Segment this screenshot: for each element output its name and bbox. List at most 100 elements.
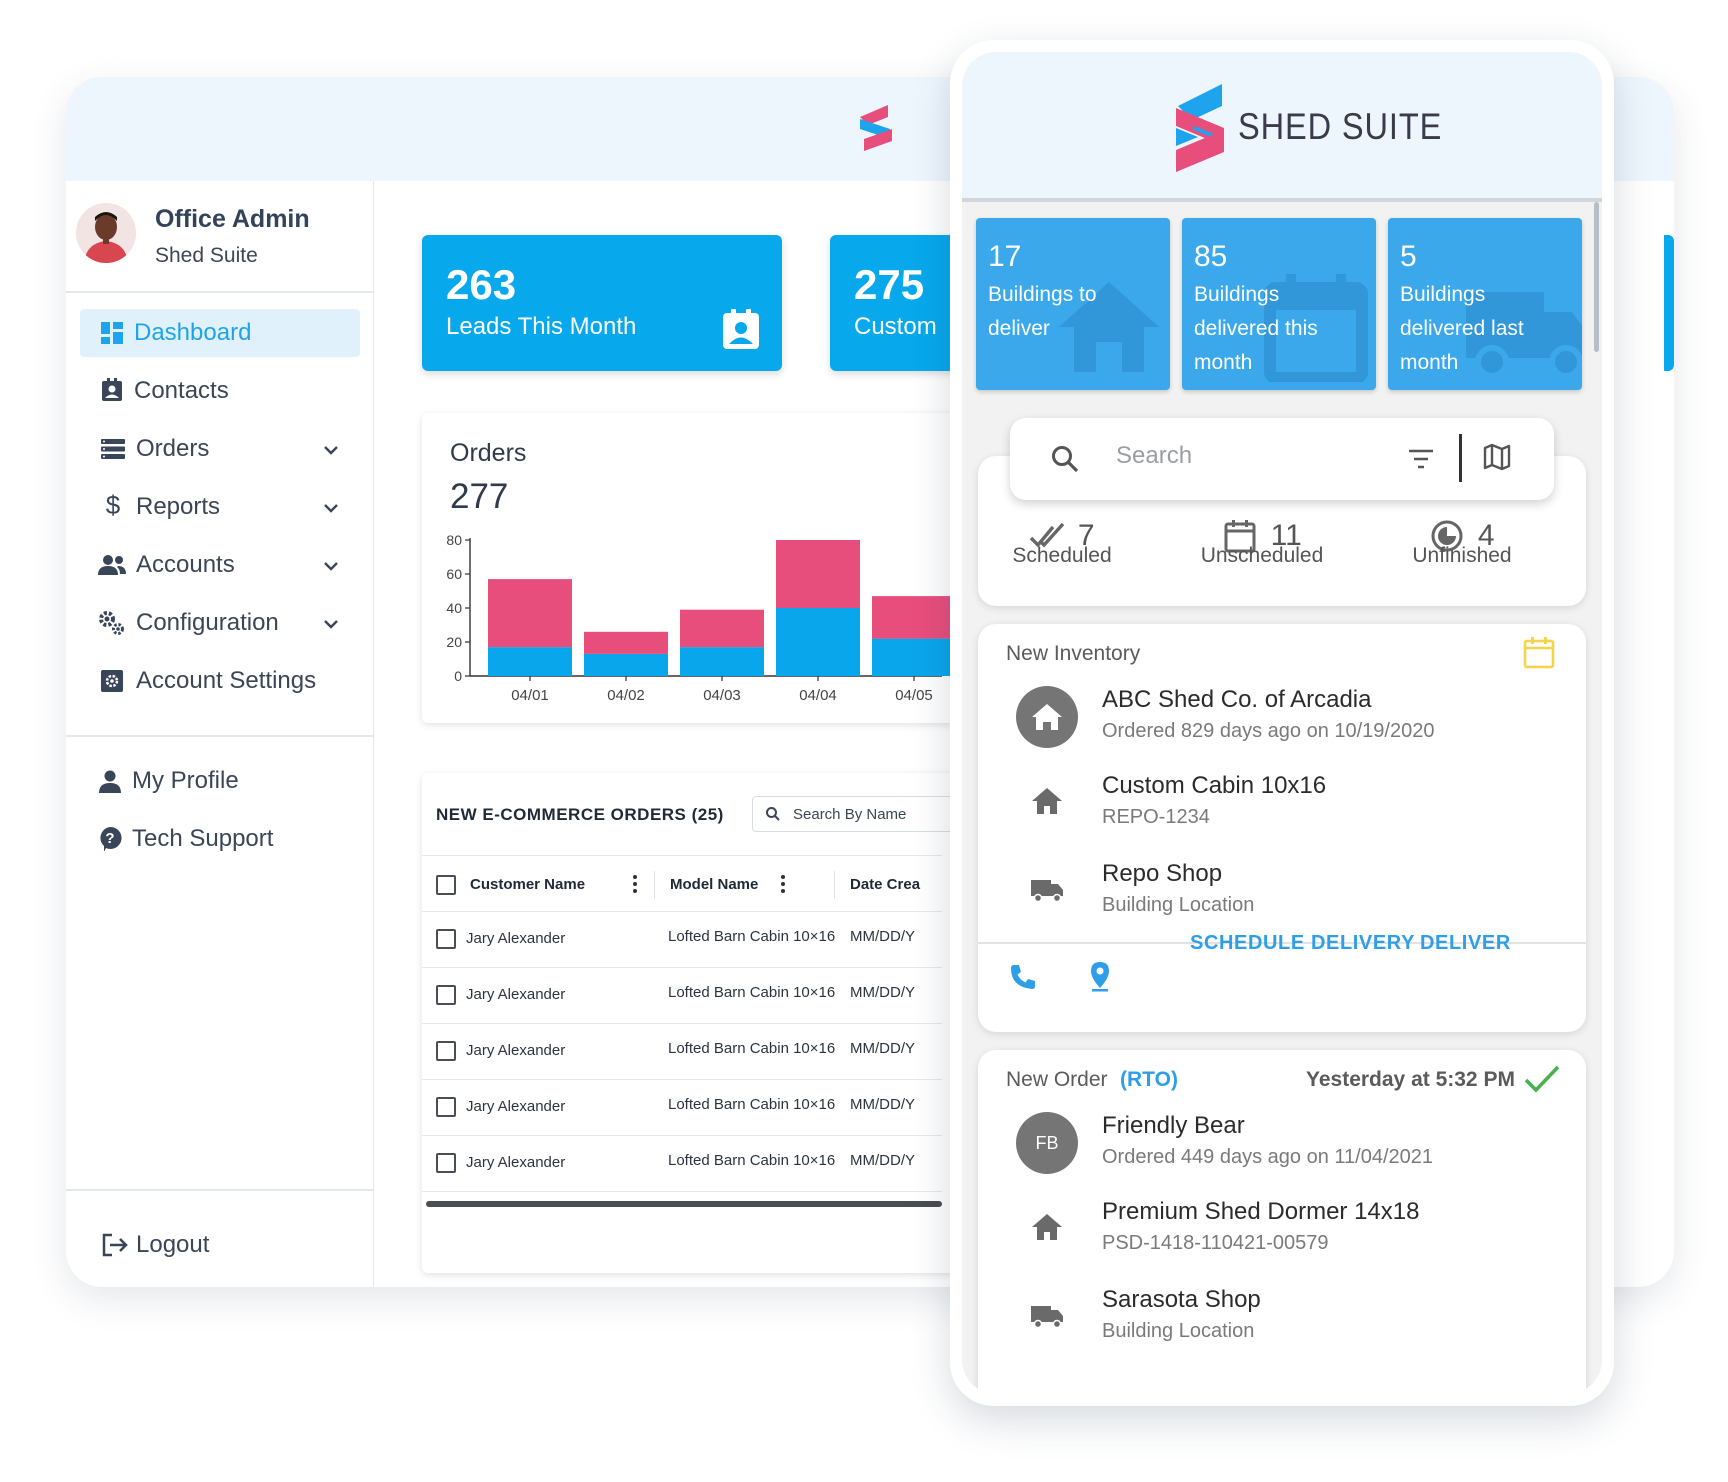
card-type: New Order: [1006, 1068, 1108, 1091]
cell-model: Lofted Barn Cabin 10×16: [668, 1040, 836, 1057]
customer-name: ABC Shed Co. of Arcadia: [1102, 686, 1372, 713]
row-checkbox[interactable]: [436, 985, 456, 1005]
sidebar-item-configuration[interactable]: Configuration: [80, 599, 360, 647]
stat-card-leads[interactable]: 263 Leads This Month: [422, 235, 782, 371]
phone-icon[interactable]: [1008, 962, 1038, 992]
sidebar-item-my-profile[interactable]: My Profile: [80, 757, 360, 805]
sidebar-item-label: Configuration: [136, 609, 279, 636]
cell-customer: Jary Alexander: [466, 1098, 566, 1115]
buildings-delivered-last-month-card[interactable]: 5 Buildings delivered last month: [1388, 218, 1582, 390]
user-block[interactable]: Office Admin Shed Suite: [66, 181, 374, 293]
map-icon[interactable]: [1482, 442, 1512, 472]
orders-title: Orders: [450, 439, 527, 467]
sidebar-item-contacts[interactable]: Contacts: [80, 367, 360, 415]
sidebar-item-tech-support[interactable]: ? Tech Support: [80, 815, 360, 863]
table-divider: [422, 1135, 942, 1136]
new-inventory-card[interactable]: New Inventory ABC Shed Co. of Arcadia Or…: [978, 624, 1586, 1032]
table-row[interactable]: Jary Alexander Lofted Barn Cabin 10×16 M…: [422, 1136, 942, 1191]
house-icon: [1032, 1214, 1062, 1240]
double-check-icon: [1030, 522, 1065, 548]
cell-customer: Jary Alexander: [466, 1042, 566, 1059]
serial-number: REPO-1234: [1102, 806, 1210, 828]
card-type: New Inventory: [1006, 642, 1141, 665]
sidebar-item-account-settings[interactable]: Account Settings: [80, 657, 360, 705]
serial-number: PSD-1418-110421-00579: [1102, 1232, 1329, 1254]
bar-segment: [680, 647, 764, 676]
card-divider: [978, 942, 1586, 944]
sidebar-item-orders[interactable]: Orders: [80, 425, 360, 473]
logout-button[interactable]: Logout: [80, 1221, 360, 1269]
progress-icon: [1431, 520, 1463, 552]
model-name: Premium Shed Dormer 14x18: [1102, 1198, 1420, 1225]
card-label: Buildings delivered this month: [1194, 283, 1318, 374]
card-label: Buildings delivered last month: [1400, 283, 1524, 374]
summary-count: 11: [1270, 519, 1302, 552]
column-date-created[interactable]: Date Crea: [850, 876, 921, 893]
table-row[interactable]: Jary Alexander Lofted Barn Cabin 10×16 M…: [422, 1024, 942, 1079]
search-icon: [766, 807, 780, 821]
row-checkbox[interactable]: [436, 1041, 456, 1061]
search-icon: [1052, 446, 1079, 473]
horizontal-scrollbar[interactable]: [426, 1201, 942, 1207]
row-checkbox[interactable]: [436, 1153, 456, 1173]
calendar-icon: [1264, 274, 1368, 382]
logout-icon: [102, 1233, 128, 1257]
truck-icon: [1466, 292, 1582, 379]
scrollbar[interactable]: [1594, 202, 1599, 352]
cell-date: MM/DD/Y: [850, 984, 915, 1001]
column-customer-name[interactable]: Customer Name: [470, 876, 586, 893]
stat-card-peek: [1664, 235, 1674, 371]
column-model-name[interactable]: Model Name: [670, 876, 759, 893]
customer-avatar: [1016, 686, 1078, 748]
location-pin-icon[interactable]: [1086, 960, 1114, 992]
filter-icon[interactable]: [1406, 444, 1436, 474]
user-name: Office Admin: [155, 205, 310, 233]
ecommerce-orders-panel: NEW E-COMMERCE ORDERS (25) Search By Nam…: [422, 773, 962, 1273]
summary-unscheduled[interactable]: 11: [1162, 518, 1362, 554]
column-menu-icon[interactable]: [632, 873, 638, 895]
card-value: 85: [1194, 240, 1228, 273]
calendar-icon[interactable]: [1522, 636, 1556, 670]
table-row[interactable]: Jary Alexander Lofted Barn Cabin 10×16 M…: [422, 912, 942, 967]
y-tick-label: 40: [446, 600, 462, 616]
mobile-search-bar[interactable]: Search: [1010, 418, 1554, 500]
chevron-down-icon: [324, 446, 338, 455]
model-name: Custom Cabin 10x16: [1102, 772, 1327, 799]
person-icon: [99, 770, 121, 793]
column-menu-icon[interactable]: [780, 873, 786, 895]
mobile-screen: SHED SUITE 17 Buildings to deliver 85 Bu…: [962, 52, 1602, 1394]
y-tick-label: 20: [446, 634, 462, 650]
table-row[interactable]: Jary Alexander Lofted Barn Cabin 10×16 M…: [422, 1080, 942, 1135]
search-by-name-input[interactable]: Search By Name: [752, 796, 962, 832]
buildings-to-deliver-card[interactable]: 17 Buildings to deliver: [976, 218, 1170, 390]
cell-model: Lofted Barn Cabin 10×16: [668, 1096, 836, 1113]
bar-segment: [776, 608, 860, 676]
bar-segment: [584, 653, 668, 676]
summary-scheduled[interactable]: 7: [962, 518, 1162, 554]
customer-avatar: FB: [1016, 1112, 1078, 1174]
buildings-delivered-this-month-card[interactable]: 85 Buildings delivered this month: [1182, 218, 1376, 390]
table-row[interactable]: Jary Alexander Lofted Barn Cabin 10×16 M…: [422, 968, 942, 1023]
summary-unfinished[interactable]: 4: [1362, 518, 1562, 554]
y-tick-label: 80: [446, 532, 462, 548]
house-icon: [1032, 788, 1062, 814]
truck-icon: [1031, 1306, 1063, 1329]
chevron-down-icon: [324, 504, 338, 513]
ecommerce-title: NEW E-COMMERCE ORDERS (25): [436, 805, 724, 824]
bar-segment: [584, 631, 668, 654]
sidebar-item-label: Contacts: [134, 377, 229, 404]
deliver-button[interactable]: DELIVER: [1420, 932, 1511, 954]
brand-name: SHED SUITE: [1238, 106, 1443, 147]
search-divider: [1459, 434, 1462, 482]
sidebar-item-label: Tech Support: [132, 825, 274, 852]
row-checkbox[interactable]: [436, 1097, 456, 1117]
schedule-delivery-button[interactable]: SCHEDULE DELIVERY: [1190, 932, 1416, 954]
row-checkbox[interactable]: [436, 929, 456, 949]
sidebar-item-accounts[interactable]: Accounts: [80, 541, 360, 589]
sidebar-item-reports[interactable]: $ Reports: [80, 483, 360, 531]
new-order-card[interactable]: New Order (RTO) Yesterday at 5:32 PM FB …: [978, 1050, 1586, 1394]
sidebar-item-label: Accounts: [136, 551, 235, 578]
table-divider: [422, 1023, 942, 1024]
select-all-checkbox[interactable]: [436, 875, 456, 895]
sidebar-item-dashboard[interactable]: Dashboard: [80, 309, 360, 357]
